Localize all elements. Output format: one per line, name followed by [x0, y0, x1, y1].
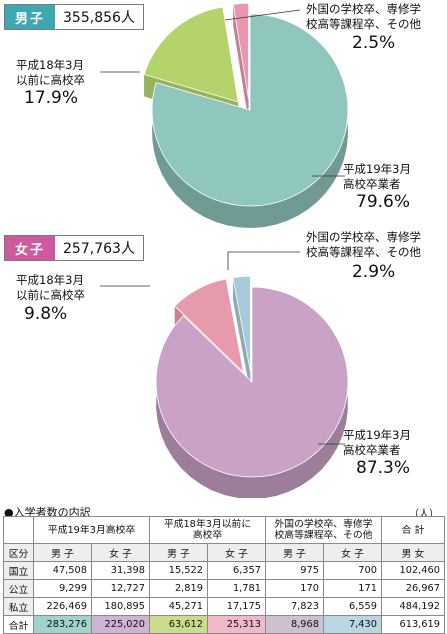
table-cell: 25,313	[207, 615, 266, 634]
male-tag: 男子 355,856人	[4, 4, 144, 30]
table-cell: 613,619	[381, 615, 445, 634]
table-cell: 26,967	[381, 579, 445, 598]
male-h19-pct: 79.6%	[356, 192, 411, 212]
pie-slice-wall	[233, 4, 249, 122]
group-header-other: 外国の学校卒、専修学 校高等課程卒、その他	[265, 516, 382, 544]
table-cell: 9,299	[33, 579, 92, 598]
subheader: 女 子	[91, 543, 150, 562]
table-cell: 15,522	[149, 561, 208, 580]
table-row: 公立 9,299 12,727 2,819 1,781 170 171 26,967	[3, 579, 445, 598]
table-cell: 17,175	[207, 597, 266, 616]
male-other-label: 外国の学校卒、専修学 校高等課程卒、その他	[306, 2, 421, 31]
male-prev-pct: 17.9%	[24, 88, 79, 108]
subheader: 男 女	[381, 543, 445, 562]
female-label: 女子	[5, 236, 56, 260]
group-header-h19: 平成19年3月高校卒	[33, 516, 150, 544]
male-label: 男子	[5, 5, 56, 29]
female-pie-chart: 女子 257,763人 外国の学校卒、専修学 校高等課程卒、その他 2.9% 平…	[0, 230, 447, 498]
table-cell: 170	[265, 579, 324, 598]
female-h19-label: 平成19年3月 高校卒業者	[343, 428, 411, 457]
female-other-pct: 2.9%	[352, 262, 396, 282]
subheader: 女 子	[323, 543, 382, 562]
pie-slice	[174, 278, 245, 374]
table-cell: 63,612	[149, 615, 208, 634]
table-row: 合計 283,276 225,020 63,612 25,313 8,968 7,430 61…	[3, 615, 445, 634]
female-other-label: 外国の学校卒、専修学 校高等課程卒、その他	[306, 230, 421, 259]
male-total: 355,856人	[63, 10, 135, 26]
male-other-pct: 2.5%	[352, 33, 396, 53]
table-cell: 1,781	[207, 579, 266, 598]
table-cell: 283,276	[33, 615, 92, 634]
row-name: 合計	[3, 615, 34, 634]
female-h19-pct: 87.3%	[356, 458, 411, 478]
table-row: 私立 226,469 180,895 45,271 17,175 7,823 6,559 48…	[3, 597, 445, 616]
table-cell: 8,968	[265, 615, 324, 634]
table-cell: 45,271	[149, 597, 208, 616]
group-header-total: 合 計	[381, 516, 445, 544]
female-tag: 女子 257,763人	[4, 235, 144, 261]
table-unit: （人）	[409, 509, 439, 520]
table-cell: 102,460	[381, 561, 445, 580]
subheader: 男 子	[265, 543, 324, 562]
table-title: ●入学者数の内訳	[4, 506, 91, 519]
table-cell: 700	[323, 561, 382, 580]
table-body: 国立 47,508 31,398 15,522 6,357 975 700 102,460 公立…	[3, 561, 445, 634]
female-prev-pct: 9.8%	[24, 304, 68, 324]
row-name: 私立	[3, 597, 34, 616]
table-cell: 975	[265, 561, 324, 580]
table-cell: 180,895	[91, 597, 150, 616]
leader-line	[224, 9, 301, 21]
table-cell: 225,020	[91, 615, 150, 634]
pie-slice-wall	[232, 277, 251, 394]
pie-slice	[143, 6, 239, 103]
table-cell: 47,508	[33, 561, 92, 580]
group-header-h18: 平成18年3月以前に 高校卒	[149, 516, 266, 544]
table-cell: 7,823	[265, 597, 324, 616]
subheader: 女 子	[207, 543, 266, 562]
table-row: 国立 47,508 31,398 15,522 6,357 975 700 102,460	[3, 561, 445, 580]
table-cell: 171	[323, 579, 382, 598]
table-cell: 31,398	[91, 561, 150, 580]
table-cell: 6,559	[323, 597, 382, 616]
female-total: 257,763人	[63, 241, 135, 257]
subheader: 男 子	[33, 543, 92, 562]
table-cell: 12,727	[91, 579, 150, 598]
pie-slice	[155, 286, 349, 478]
corner-cell	[3, 516, 34, 544]
pie-slice	[232, 2, 250, 100]
row-name: 公立	[3, 579, 34, 598]
subheader-kubun: 区分	[3, 543, 34, 562]
female-pie-svg	[100, 251, 349, 498]
table-cell: 226,469	[33, 597, 92, 616]
male-pie-svg	[100, 2, 349, 228]
intake-table: 平成19年3月高校卒 平成18年3月以前に 高校卒 外国の学校卒、専修学 校高等…	[3, 516, 445, 634]
pie-slice	[151, 13, 349, 207]
table-cell: 6,357	[207, 561, 266, 580]
male-prev-label: 平成18年3月 以前に高校卒	[16, 58, 85, 87]
pie-slice	[232, 275, 251, 372]
table-cell: 2,819	[149, 579, 208, 598]
table-cell: 7,430	[323, 615, 382, 634]
male-pie-chart: 男子 355,856人 外国の学校卒、専修学 校高等課程卒、その他 2.5% 平…	[0, 0, 447, 240]
table-cell: 484,192	[381, 597, 445, 616]
female-prev-label: 平成18年3月 以前に高校卒	[16, 273, 85, 302]
male-h19-label: 平成19年3月 高校卒業者	[343, 162, 411, 191]
subheader: 男 子	[149, 543, 208, 562]
row-name: 国立	[3, 561, 34, 580]
